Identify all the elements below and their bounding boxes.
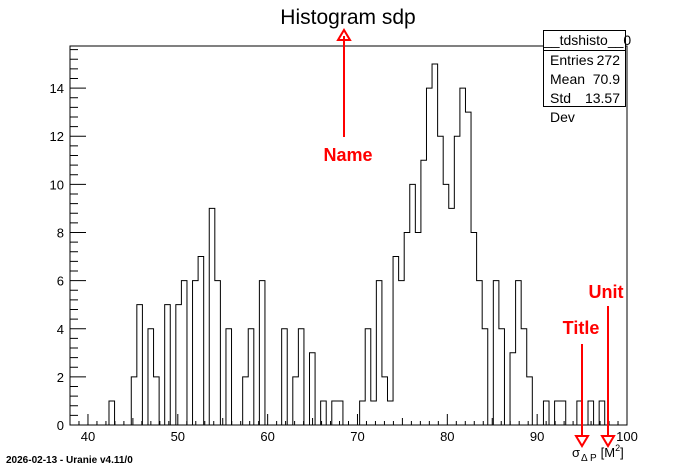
x-tick-label: 100 [616, 429, 638, 444]
y-tick-label: 0 [57, 418, 64, 433]
stats-label: Std Dev [550, 90, 575, 125]
histogram-bin [365, 329, 371, 425]
y-tick-label: 10 [50, 177, 64, 192]
histogram-bin [415, 232, 421, 425]
x-tick-label: 40 [81, 429, 95, 444]
histogram-bin [154, 377, 160, 425]
stats-row-stddev: Std Dev 13.57 [544, 89, 625, 125]
histogram-bin [516, 281, 522, 425]
histogram-bin [310, 353, 316, 425]
histogram-bin [460, 88, 466, 425]
y-tick-label: 6 [57, 274, 64, 289]
stats-row-mean: Mean 70.9 [544, 70, 625, 89]
histogram-bin [209, 208, 215, 425]
histogram-bin [215, 281, 221, 425]
histogram-bin [360, 401, 366, 425]
stats-label: Entries [550, 52, 594, 68]
histogram-bin [426, 88, 432, 425]
histogram-bin [176, 305, 182, 425]
stats-row-entries: Entries 272 [544, 51, 625, 70]
annotation-name: Name [323, 28, 373, 165]
histogram-bin [332, 401, 338, 425]
histogram-bin [259, 281, 265, 425]
footer-version: 2026-02-13 - Uranie v4.11/0 [6, 455, 133, 466]
histogram-bin [477, 281, 483, 425]
histogram-bin [293, 377, 299, 425]
histogram-outline [70, 63, 627, 426]
histogram-bin [148, 329, 154, 425]
histogram-bin [499, 329, 505, 425]
histogram-bin [376, 281, 382, 425]
histogram-bin [471, 232, 477, 425]
x-tick-label: 80 [440, 429, 454, 444]
y-tick-label: 2 [57, 370, 64, 385]
y-tick-label: 4 [57, 322, 64, 337]
histogram-bin [298, 329, 304, 425]
histogram-bin [387, 401, 393, 425]
histogram-bin [337, 401, 343, 425]
stats-title: __tdshisto__0 [544, 31, 631, 51]
histogram-bin [109, 401, 115, 425]
stats-label: Mean [550, 71, 586, 87]
histogram-bin [399, 281, 405, 425]
histogram-bin [165, 305, 171, 425]
annotation-name-label: Name [323, 145, 372, 165]
histogram-bin [410, 184, 416, 425]
histogram-bin [438, 136, 444, 425]
histogram-bin [382, 377, 388, 425]
histogram-bin [493, 281, 499, 425]
histogram-bin [443, 184, 449, 425]
annotation-title-label: Title [563, 318, 600, 338]
histogram-bin [282, 329, 288, 425]
x-axis: 40 50 60 70 80 90 100 [69, 414, 638, 444]
histogram-bin [421, 160, 427, 425]
x-axis-label-unit-close: ] [620, 445, 624, 460]
annotation-title: Title [563, 318, 600, 448]
stats-value: 13.57 [584, 90, 620, 106]
chart-title: Histogram sdp [280, 6, 415, 29]
histogram-bin [248, 329, 254, 425]
annotation-unit-label: Unit [589, 282, 624, 302]
histogram-bin [404, 232, 410, 425]
x-tick-label: 90 [530, 429, 544, 444]
annotation-unit: Unit [589, 282, 624, 448]
x-tick-label: 70 [350, 429, 364, 444]
histogram-bin [510, 353, 516, 425]
x-axis-label-main: σ [572, 445, 580, 460]
histogram-bin [482, 329, 488, 425]
stats-box: __tdshisto__0 Entries 272 Mean 70.9 Std … [543, 30, 631, 125]
x-axis-label: σΔ P [M2] [572, 443, 624, 464]
histogram-bin [521, 329, 527, 425]
histogram-bin [560, 401, 566, 425]
y-tick-label: 14 [50, 81, 64, 96]
histogram-bin [198, 257, 204, 425]
y-tick-label: 12 [50, 129, 64, 144]
histogram-bin [527, 377, 533, 425]
x-axis-label-unit: [M [601, 445, 615, 460]
stats-value: 272 [596, 52, 620, 68]
histogram-bin [243, 377, 249, 425]
histogram-bin [449, 208, 455, 425]
x-axis-label-sub: Δ P [581, 453, 597, 464]
histogram-bin [454, 136, 460, 425]
histogram-bin [226, 329, 232, 425]
histogram-bin [137, 305, 143, 425]
histogram-bin [181, 281, 187, 425]
histogram-bin [131, 377, 137, 425]
y-tick-label: 8 [57, 225, 64, 240]
x-tick-label: 60 [260, 429, 274, 444]
histogram-bin [193, 281, 199, 425]
histogram-bin [465, 112, 471, 425]
stats-value: 70.9 [592, 71, 620, 87]
histogram-bins [109, 64, 605, 425]
x-axis-label-unit-sup: 2 [615, 443, 620, 453]
histogram-bin [393, 257, 399, 425]
y-axis: 0 2 4 6 8 10 12 14 [50, 49, 86, 433]
x-tick-label: 50 [171, 429, 185, 444]
histogram-bin [432, 64, 438, 425]
